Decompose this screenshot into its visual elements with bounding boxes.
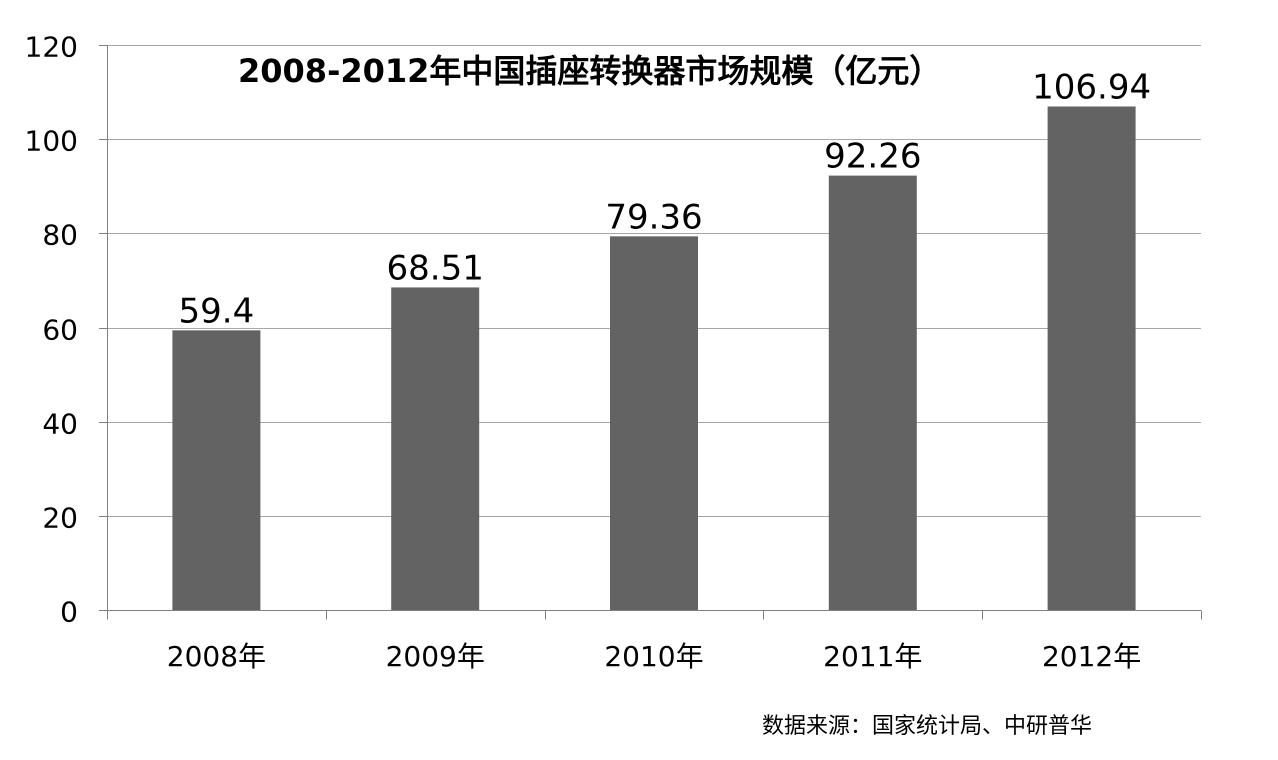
x-tick-label: 2012年 — [1042, 640, 1141, 673]
data-label: 68.51 — [387, 248, 484, 288]
y-tick-label: 60 — [42, 314, 78, 347]
y-tick-label: 40 — [42, 408, 78, 441]
y-tick-label: 80 — [42, 219, 78, 252]
source-note: 数据来源：国家统计局、中研普华 — [762, 714, 1093, 739]
data-label: 106.94 — [1032, 67, 1151, 107]
axes — [99, 45, 1202, 620]
x-tick-label: 2010年 — [604, 640, 703, 673]
x-tick-label: 2009年 — [386, 640, 485, 673]
bar — [172, 330, 261, 610]
bar — [610, 236, 698, 610]
y-tick-label: 100 — [25, 125, 78, 158]
bars — [172, 106, 1136, 610]
data-label: 92.26 — [824, 137, 921, 177]
y-tick-label: 0 — [60, 596, 78, 629]
data-label: 59.4 — [179, 291, 255, 331]
y-tick-labels: 0 20 40 60 80 100 120 — [25, 31, 78, 629]
x-tick-label: 2011年 — [823, 640, 922, 673]
y-tick-label: 20 — [42, 502, 78, 535]
x-tick-labels: 2008年 2009年 2010年 2011年 2012年 — [167, 640, 1141, 673]
data-label: 79.36 — [605, 197, 702, 237]
y-tick-label: 120 — [25, 31, 78, 64]
bar — [391, 287, 480, 610]
x-tick-label: 2008年 — [167, 640, 266, 673]
bar — [828, 175, 917, 610]
bar — [1047, 106, 1136, 610]
data-labels: 59.4 68.51 79.36 92.26 106.94 — [179, 67, 1152, 331]
chart-title: 2008-2012年中国插座转换器市场规模（亿元） — [238, 52, 942, 90]
